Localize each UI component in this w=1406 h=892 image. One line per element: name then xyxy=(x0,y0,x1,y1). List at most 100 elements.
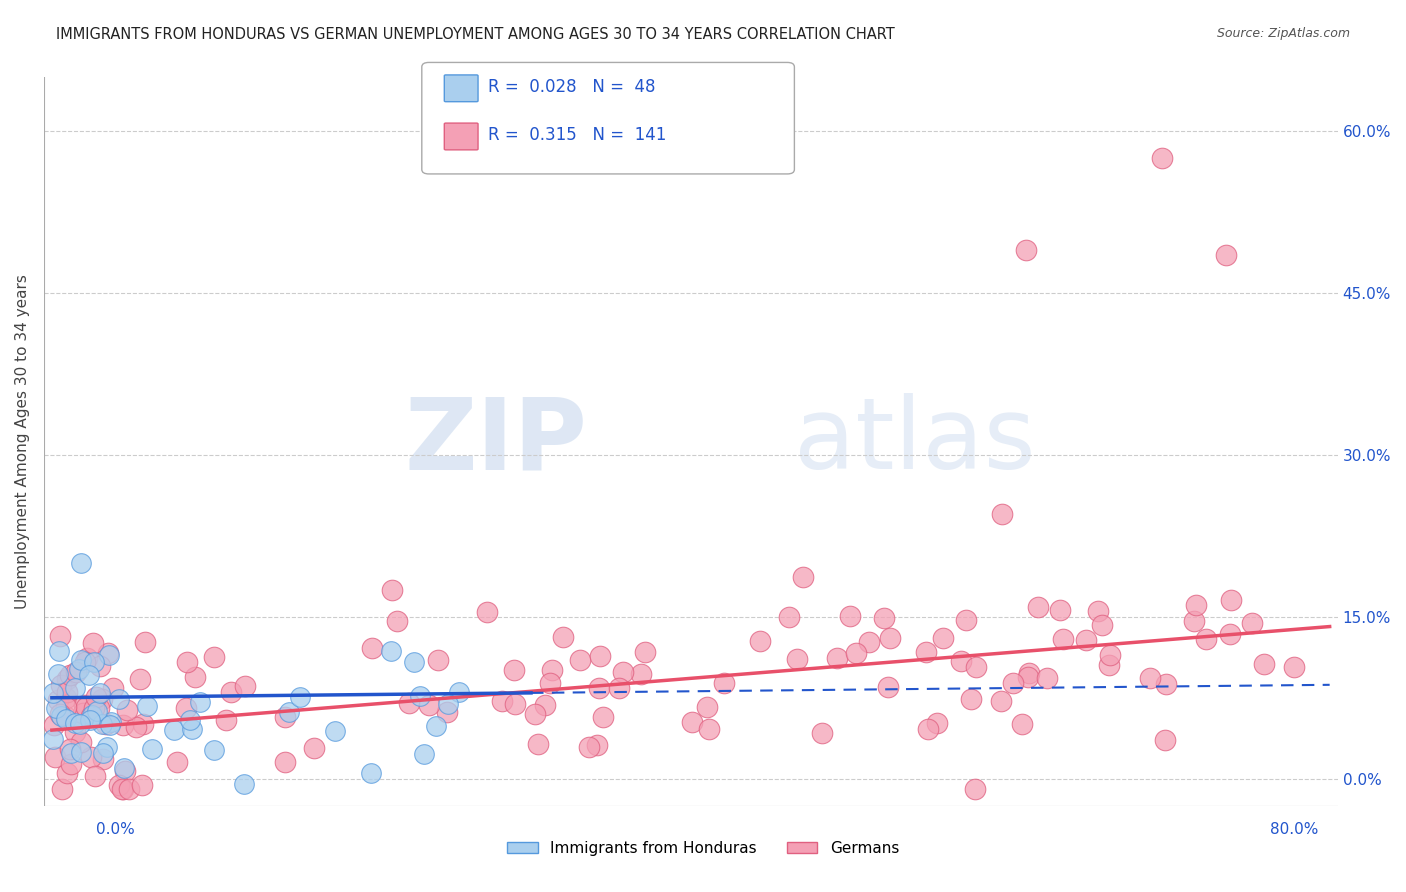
Text: R =  0.315   N =  141: R = 0.315 N = 141 xyxy=(488,126,666,144)
Point xyxy=(46,666,69,681)
Point xyxy=(112,782,135,797)
Point xyxy=(55,684,77,698)
Point xyxy=(792,570,814,584)
Point xyxy=(873,611,896,625)
Point xyxy=(879,631,901,645)
Point xyxy=(69,717,91,731)
Text: Source: ZipAtlas.com: Source: ZipAtlas.com xyxy=(1216,27,1350,40)
Point xyxy=(991,508,1014,522)
Point xyxy=(877,680,900,694)
Point xyxy=(91,746,114,760)
Point xyxy=(1018,666,1040,681)
Point xyxy=(96,716,118,731)
Point xyxy=(681,715,703,730)
Point xyxy=(1017,670,1039,684)
Point xyxy=(858,635,880,649)
Point xyxy=(55,700,77,714)
Point xyxy=(1052,632,1074,646)
Point xyxy=(385,614,408,628)
Point xyxy=(578,739,600,754)
Point xyxy=(87,701,110,715)
Point xyxy=(630,667,652,681)
Point xyxy=(1001,675,1024,690)
Point xyxy=(1036,671,1059,685)
Point xyxy=(475,605,498,619)
Point xyxy=(69,653,91,667)
Point xyxy=(91,752,114,766)
Point xyxy=(69,746,91,760)
Point xyxy=(713,676,735,690)
Point xyxy=(98,717,121,731)
Point xyxy=(360,766,382,780)
Point xyxy=(115,703,138,717)
Point xyxy=(1154,677,1177,691)
Point xyxy=(553,630,575,644)
Point xyxy=(1091,618,1114,632)
Point xyxy=(402,656,425,670)
Point xyxy=(124,720,146,734)
Point xyxy=(91,717,114,731)
Point xyxy=(55,690,77,705)
Point xyxy=(179,714,201,728)
Point xyxy=(965,782,987,797)
Point xyxy=(380,644,402,658)
Point xyxy=(274,710,297,724)
Point xyxy=(845,646,868,660)
Point xyxy=(46,693,69,707)
Point xyxy=(49,706,72,721)
Point xyxy=(101,681,124,695)
Point xyxy=(1015,243,1038,257)
Point xyxy=(447,685,470,699)
Point xyxy=(96,739,118,754)
Point xyxy=(80,709,103,723)
Point xyxy=(111,718,134,732)
Point xyxy=(588,681,610,695)
Point xyxy=(51,782,73,797)
Point xyxy=(59,741,82,756)
Point xyxy=(917,723,939,737)
Point xyxy=(45,701,67,715)
Point xyxy=(80,707,103,722)
Point xyxy=(174,701,197,715)
Point xyxy=(839,608,862,623)
Point xyxy=(77,667,100,681)
Point xyxy=(696,700,718,714)
Point xyxy=(83,701,105,715)
Point xyxy=(409,689,432,703)
Point xyxy=(69,556,91,570)
Point xyxy=(965,659,987,673)
Point xyxy=(633,644,655,658)
Point xyxy=(302,741,325,756)
Point xyxy=(80,749,103,764)
Point xyxy=(523,706,546,721)
Point xyxy=(111,782,134,797)
Point xyxy=(89,658,111,673)
Point xyxy=(63,681,86,696)
Point xyxy=(749,634,772,648)
Point xyxy=(381,583,404,598)
Text: 0.0%: 0.0% xyxy=(96,822,135,837)
Point xyxy=(163,723,186,737)
Point xyxy=(538,675,561,690)
Point xyxy=(278,705,301,719)
Point xyxy=(491,694,513,708)
Point xyxy=(60,756,83,771)
Point xyxy=(166,755,188,769)
Point xyxy=(97,648,120,663)
Legend: Immigrants from Honduras, Germans: Immigrants from Honduras, Germans xyxy=(501,835,905,862)
Point xyxy=(184,670,207,684)
Point xyxy=(1241,615,1264,630)
Point xyxy=(63,725,86,739)
Point xyxy=(526,737,548,751)
Text: IMMIGRANTS FROM HONDURAS VS GERMAN UNEMPLOYMENT AMONG AGES 30 TO 34 YEARS CORREL: IMMIGRANTS FROM HONDURAS VS GERMAN UNEMP… xyxy=(56,27,896,42)
Point xyxy=(1182,614,1205,628)
Point xyxy=(436,705,458,719)
Point xyxy=(84,769,107,783)
Point xyxy=(176,655,198,669)
Point xyxy=(786,651,808,665)
Point xyxy=(70,734,93,748)
Point xyxy=(49,629,72,643)
Point xyxy=(204,650,226,665)
Point xyxy=(1184,599,1206,613)
Point xyxy=(915,645,938,659)
